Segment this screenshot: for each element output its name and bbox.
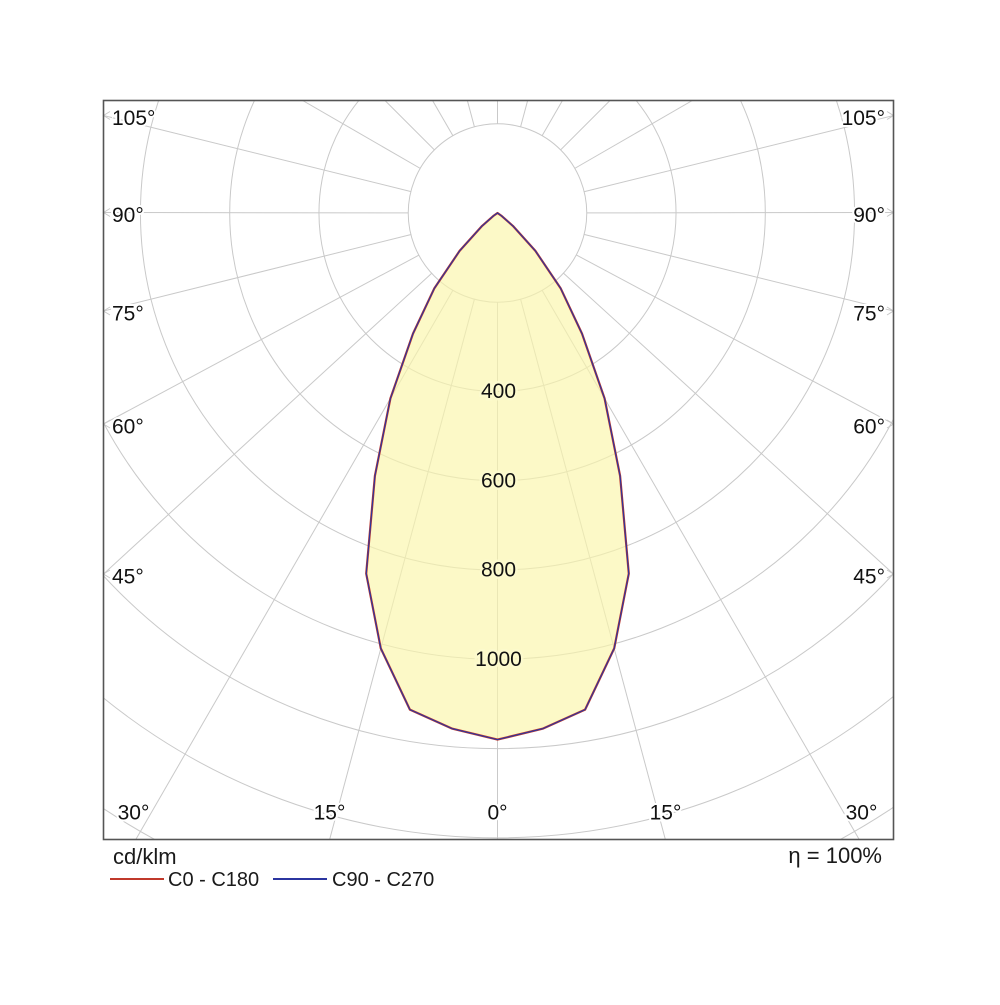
ring-label-600: 600 [481,469,516,492]
ring-label-800: 800 [481,559,516,582]
angle-label-bottom-2: 0° [487,802,507,825]
angle-label-left-45: 45° [112,566,144,589]
angle-label-bottom-4: 30° [846,802,878,825]
angle-label-bottom-3: 15° [650,802,682,825]
angle-label-left-60: 60° [112,416,144,439]
angle-label-left-105: 105° [112,107,155,130]
efficiency-label: η = 100% [788,843,882,869]
angle-label-right-60: 60° [853,416,885,439]
angle-label-left-75: 75° [112,303,144,326]
angle-label-right-90: 90° [853,204,885,227]
ring-label-400: 400 [481,380,516,403]
unit-label: cd/klm [113,844,177,870]
legend-line-c90-icon [273,878,327,880]
legend-line-c0-icon [110,878,164,880]
angle-label-bottom-1: 15° [314,802,346,825]
ring-label-1000: 1000 [475,648,522,671]
legend-label-c90: C90 - C270 [332,869,434,892]
angle-label-right-45: 45° [853,566,885,589]
legend-label-c0: C0 - C180 [168,869,259,892]
angle-label-bottom-0: 30° [118,802,150,825]
angle-label-right-105: 105° [842,107,885,130]
angle-label-left-90: 90° [112,204,144,227]
angle-label-right-75: 75° [853,303,885,326]
